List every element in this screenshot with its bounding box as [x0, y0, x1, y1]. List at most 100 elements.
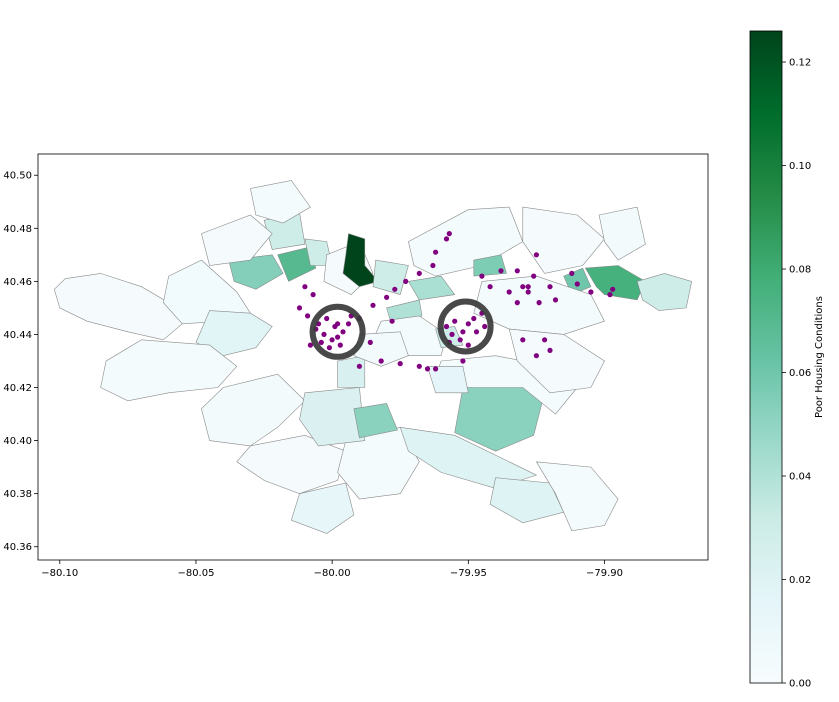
data-point	[520, 337, 526, 343]
data-point	[525, 289, 531, 295]
colorbar-tick-label: 0.00	[789, 679, 811, 690]
region-south-light-3	[337, 355, 366, 388]
data-point	[531, 273, 537, 279]
data-point	[449, 331, 455, 337]
x-tick-label: −80.10	[41, 568, 78, 579]
region-north-east-1	[522, 206, 605, 274]
colorbar	[749, 30, 783, 684]
region-east-light-big	[636, 273, 693, 311]
data-point	[457, 337, 463, 343]
x-tick-label: −79.90	[586, 568, 623, 579]
region-north-west-1	[201, 214, 273, 266]
region-south-med	[353, 403, 398, 439]
region-north-west-med-1	[228, 254, 284, 290]
data-point	[310, 292, 316, 298]
data-point	[392, 286, 398, 292]
data-point	[296, 305, 303, 311]
region-east-mid	[473, 275, 605, 335]
data-point	[547, 347, 553, 353]
region-south-central-w	[201, 373, 306, 447]
data-point	[305, 313, 311, 319]
data-point	[416, 270, 422, 276]
region-south-east-light	[489, 477, 565, 524]
region-south-light	[290, 482, 355, 534]
choropleth-map	[53, 180, 693, 534]
colorbar-label: Poor Housing Conditions	[814, 296, 825, 418]
data-point	[337, 342, 343, 348]
data-point	[460, 329, 466, 335]
colorbar-tick-label: 0.08	[789, 265, 811, 276]
data-point	[397, 361, 403, 367]
highlight-circle	[309, 303, 366, 360]
data-point	[345, 321, 352, 327]
data-point	[588, 289, 594, 295]
data-point	[389, 318, 395, 324]
data-point	[321, 331, 327, 337]
plot-frame	[37, 153, 709, 561]
data-points	[296, 231, 616, 372]
data-point	[446, 231, 452, 237]
y-tick-label: 40.38	[3, 489, 32, 500]
data-point	[335, 334, 341, 340]
data-point	[356, 363, 362, 369]
data-point	[465, 342, 471, 348]
data-point	[460, 358, 466, 364]
data-point	[525, 284, 531, 290]
highlight-circle	[437, 298, 494, 355]
data-point	[536, 300, 542, 306]
y-tick-label: 40.36	[3, 542, 32, 553]
colorbar-tick-label: 0.02	[789, 575, 811, 586]
data-point	[552, 297, 559, 303]
data-point	[514, 268, 520, 274]
data-point	[302, 284, 308, 290]
data-point	[318, 339, 324, 345]
x-tick-label: −79.95	[450, 568, 487, 579]
region-med-east-1	[473, 254, 507, 277]
region-south-river-light	[427, 365, 469, 394]
data-point	[403, 278, 409, 284]
region-hays-area	[535, 461, 619, 532]
data-point	[482, 323, 488, 330]
region-east-dark	[584, 265, 646, 301]
data-point	[324, 315, 330, 322]
colorbar-tick-label: 0.10	[789, 161, 811, 172]
data-point	[378, 358, 384, 364]
region-southwest	[100, 339, 238, 402]
y-tick-label: 40.40	[3, 436, 32, 447]
y-tick-label: 40.46	[3, 277, 32, 288]
data-point	[340, 329, 346, 335]
region-north-west-green	[277, 246, 317, 282]
data-point	[610, 286, 616, 292]
data-point	[384, 294, 390, 300]
data-point	[547, 284, 553, 290]
data-point	[473, 329, 480, 335]
data-point	[574, 281, 580, 287]
data-point	[307, 342, 313, 348]
data-point	[471, 315, 477, 322]
region-south-light-2	[299, 387, 366, 447]
data-point	[433, 249, 439, 255]
y-tick-label: 40.50	[3, 171, 32, 182]
data-point	[465, 321, 471, 327]
y-tick-label: 40.42	[3, 383, 32, 394]
data-point	[433, 366, 439, 372]
data-point	[533, 252, 540, 258]
region-dark-green	[342, 233, 379, 288]
data-point	[416, 363, 422, 369]
region-north-east-2	[598, 206, 646, 261]
data-point	[607, 292, 613, 298]
data-point	[569, 270, 575, 276]
data-point	[329, 337, 335, 343]
colorbar-tick-label: 0.04	[789, 472, 811, 483]
colorbar-tick-label: 0.12	[789, 58, 811, 69]
region-north-west-2	[250, 180, 311, 224]
data-point	[498, 268, 504, 274]
y-tick-label: 40.44	[3, 330, 32, 341]
data-point	[533, 353, 540, 359]
colorbar-ticks: 0.00 0.02 0.04 0.06 0.08 0.10 0.12	[782, 58, 811, 690]
region-far-west	[53, 273, 183, 341]
data-point	[506, 289, 512, 295]
data-point	[514, 300, 520, 306]
region-south-1	[236, 434, 347, 495]
